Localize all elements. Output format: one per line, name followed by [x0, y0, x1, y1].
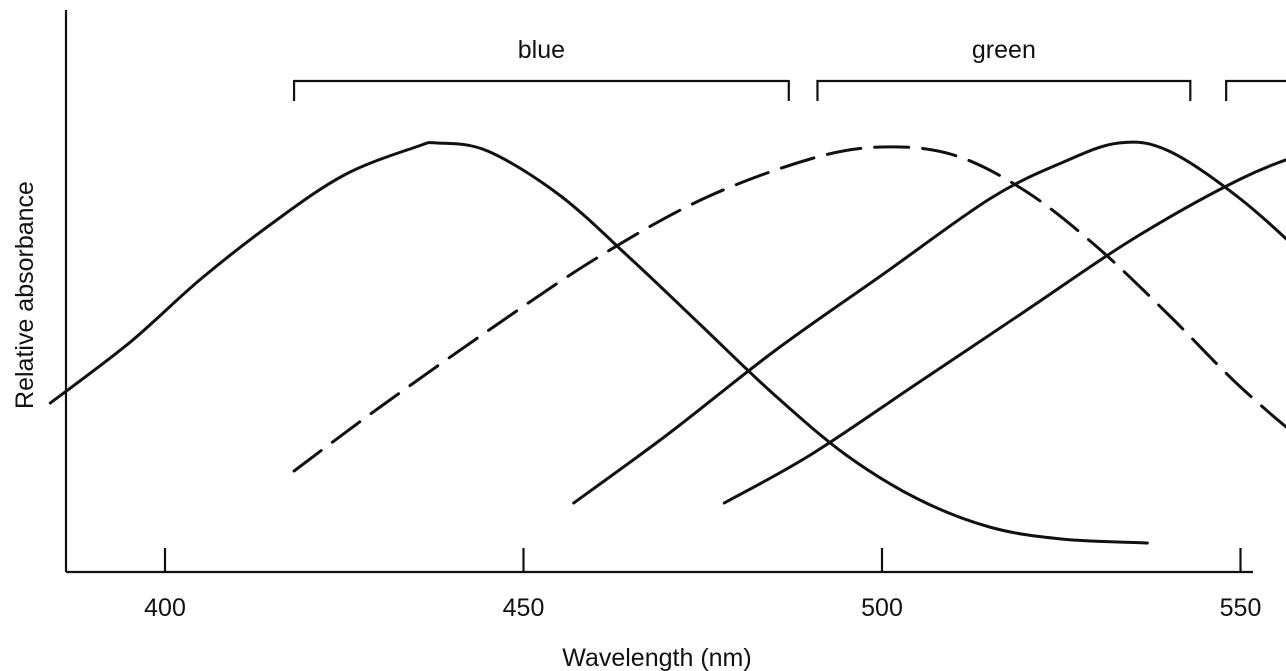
y-axis-label: Relative absorbance: [11, 181, 39, 409]
x-tick-label-550: 550: [1220, 594, 1262, 622]
absorbance-curve-1: [48, 141, 1149, 545]
band-label-blue: blue: [518, 36, 565, 64]
band-bracket-yellow: [1225, 79, 1286, 101]
x-tick-label-500: 500: [861, 594, 903, 622]
x-axis-label: Wavelength (nm): [562, 644, 751, 671]
x-tick-label-450: 450: [503, 594, 545, 622]
x-axis-ticks: 400450500550600650700: [144, 548, 1262, 622]
axes: [64, 10, 1253, 574]
color-band-brackets: bluegreenyellowred: [292, 36, 1286, 101]
band-label-green: green: [972, 36, 1036, 64]
absorbance-curves: [48, 140, 1286, 545]
absorbance-curve-4: [722, 158, 1286, 505]
band-bracket-blue: [292, 79, 790, 101]
x-tick-label-400: 400: [144, 594, 186, 622]
absorbance-curve-2-dashed: [292, 145, 1286, 473]
absorbance-curve-3: [572, 140, 1286, 505]
band-bracket-green: [816, 79, 1192, 101]
